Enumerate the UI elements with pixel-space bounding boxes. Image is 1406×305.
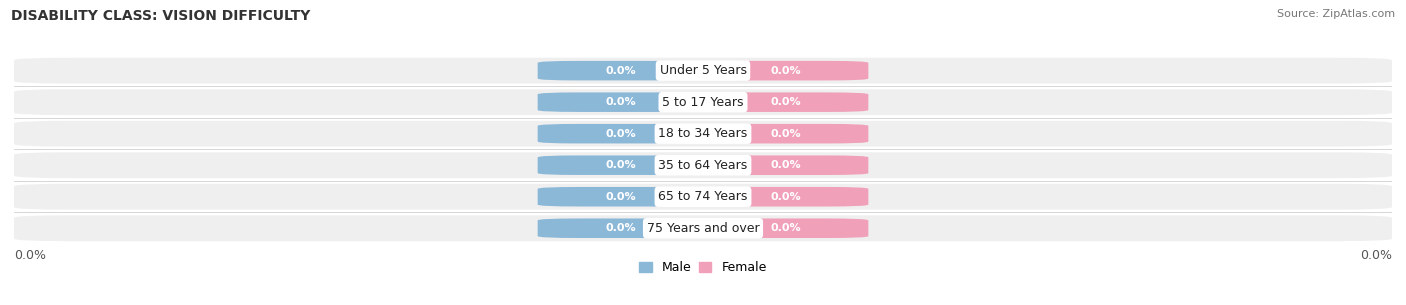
FancyBboxPatch shape (537, 218, 703, 238)
FancyBboxPatch shape (537, 92, 703, 112)
FancyBboxPatch shape (703, 218, 869, 238)
FancyBboxPatch shape (537, 187, 703, 206)
Text: 0.0%: 0.0% (605, 160, 636, 170)
Text: 0.0%: 0.0% (605, 192, 636, 202)
Text: 0.0%: 0.0% (605, 66, 636, 76)
Text: 0.0%: 0.0% (605, 97, 636, 107)
FancyBboxPatch shape (14, 121, 1392, 147)
Text: 0.0%: 0.0% (770, 160, 801, 170)
FancyBboxPatch shape (537, 156, 703, 175)
Text: 75 Years and over: 75 Years and over (647, 222, 759, 235)
Text: Source: ZipAtlas.com: Source: ZipAtlas.com (1277, 9, 1395, 19)
Text: 35 to 64 Years: 35 to 64 Years (658, 159, 748, 172)
FancyBboxPatch shape (14, 89, 1392, 115)
Text: 0.0%: 0.0% (605, 129, 636, 139)
Text: 0.0%: 0.0% (770, 192, 801, 202)
Text: 5 to 17 Years: 5 to 17 Years (662, 96, 744, 109)
FancyBboxPatch shape (14, 184, 1392, 210)
Text: 0.0%: 0.0% (770, 129, 801, 139)
Text: 65 to 74 Years: 65 to 74 Years (658, 190, 748, 203)
FancyBboxPatch shape (703, 187, 869, 206)
FancyBboxPatch shape (703, 61, 869, 81)
Text: 0.0%: 0.0% (605, 223, 636, 233)
FancyBboxPatch shape (14, 58, 1392, 84)
FancyBboxPatch shape (703, 92, 869, 112)
Text: DISABILITY CLASS: VISION DIFFICULTY: DISABILITY CLASS: VISION DIFFICULTY (11, 9, 311, 23)
FancyBboxPatch shape (703, 124, 869, 143)
FancyBboxPatch shape (14, 215, 1392, 241)
Text: Under 5 Years: Under 5 Years (659, 64, 747, 77)
FancyBboxPatch shape (703, 156, 869, 175)
Text: 18 to 34 Years: 18 to 34 Years (658, 127, 748, 140)
Text: 0.0%: 0.0% (770, 97, 801, 107)
FancyBboxPatch shape (14, 152, 1392, 178)
Text: 0.0%: 0.0% (770, 223, 801, 233)
Text: 0.0%: 0.0% (14, 249, 46, 262)
Legend: Male, Female: Male, Female (634, 256, 772, 279)
FancyBboxPatch shape (537, 124, 703, 143)
Text: 0.0%: 0.0% (1360, 249, 1392, 262)
FancyBboxPatch shape (537, 61, 703, 81)
Text: 0.0%: 0.0% (770, 66, 801, 76)
